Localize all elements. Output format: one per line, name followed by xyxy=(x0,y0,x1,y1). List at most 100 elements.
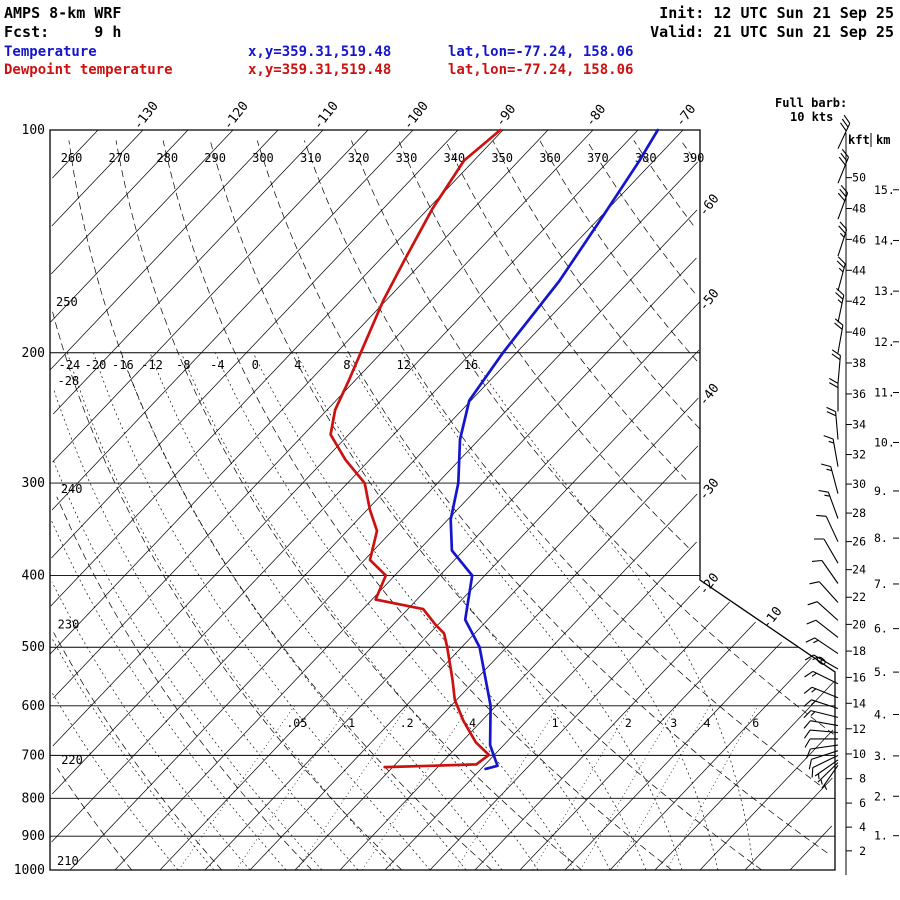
svg-text:300: 300 xyxy=(252,151,274,165)
svg-text:280: 280 xyxy=(156,151,178,165)
svg-text:-4: -4 xyxy=(210,358,224,372)
barb-legend-line2: 10 kts xyxy=(790,110,834,124)
svg-text:600: 600 xyxy=(22,699,45,714)
temperature-xy: x,y=359.31,519.48 xyxy=(248,44,392,60)
svg-text:-120: -120 xyxy=(221,99,252,133)
svg-text:330: 330 xyxy=(396,151,418,165)
svg-text:-24: -24 xyxy=(59,358,81,372)
svg-text:2.: 2. xyxy=(874,789,888,803)
svg-text:900: 900 xyxy=(22,829,45,844)
svg-text:14.: 14. xyxy=(874,233,895,247)
svg-text:34: 34 xyxy=(852,418,866,432)
valid-time: Valid: 21 UTC Sun 21 Sep 25 xyxy=(650,23,894,41)
model-title: AMPS 8-km WRF xyxy=(4,4,122,22)
dewpoint-legend-label: Dewpoint temperature xyxy=(4,62,173,78)
svg-text:2: 2 xyxy=(859,844,866,858)
svg-text:-80: -80 xyxy=(583,102,609,130)
svg-text:0: 0 xyxy=(252,358,259,372)
svg-text:290: 290 xyxy=(204,151,226,165)
svg-text:220: 220 xyxy=(61,753,83,767)
svg-text:-90: -90 xyxy=(493,102,519,130)
svg-text:700: 700 xyxy=(22,748,45,763)
svg-text:230: 230 xyxy=(58,617,80,631)
svg-text:9.: 9. xyxy=(874,484,888,498)
svg-text:500: 500 xyxy=(22,640,45,655)
svg-text:-100: -100 xyxy=(401,99,432,133)
svg-text:.05: .05 xyxy=(286,716,307,730)
svg-text:8: 8 xyxy=(859,772,866,786)
svg-text:48: 48 xyxy=(852,202,866,216)
svg-text:16: 16 xyxy=(852,670,866,684)
svg-text:4.: 4. xyxy=(874,708,888,722)
barb-legend-line1: Full barb: xyxy=(775,96,848,110)
svg-text:22: 22 xyxy=(852,590,866,604)
svg-text:4: 4 xyxy=(294,358,301,372)
svg-text:2: 2 xyxy=(625,716,632,730)
svg-text:42: 42 xyxy=(852,294,866,308)
svg-text:-110: -110 xyxy=(311,99,342,133)
forecast-hour: Fcst: 9 h xyxy=(4,23,122,41)
svg-text:1000: 1000 xyxy=(14,863,45,878)
init-time: Init: 12 UTC Sun 21 Sep 25 xyxy=(659,4,894,22)
svg-text:800: 800 xyxy=(22,791,45,806)
svg-text:15.: 15. xyxy=(874,183,895,197)
svg-text:16: 16 xyxy=(464,358,478,372)
svg-text:360: 360 xyxy=(539,151,561,165)
svg-text:12: 12 xyxy=(852,722,866,736)
svg-text:.1: .1 xyxy=(341,716,355,730)
svg-text:310: 310 xyxy=(300,151,322,165)
svg-text:200: 200 xyxy=(22,346,45,361)
svg-text:6: 6 xyxy=(859,796,866,810)
svg-text:300: 300 xyxy=(22,476,45,491)
svg-text:24: 24 xyxy=(852,563,866,577)
svg-text:100: 100 xyxy=(22,123,45,138)
svg-text:8.: 8. xyxy=(874,531,888,545)
svg-text:1: 1 xyxy=(552,716,559,730)
svg-text:6: 6 xyxy=(752,716,759,730)
svg-text:-20: -20 xyxy=(85,358,107,372)
svg-text:20: 20 xyxy=(852,617,866,631)
svg-text:30: 30 xyxy=(852,477,866,491)
svg-text:km: km xyxy=(876,133,890,147)
svg-text:36: 36 xyxy=(852,387,866,401)
svg-text:-28: -28 xyxy=(58,374,80,388)
svg-text:14: 14 xyxy=(852,696,866,710)
svg-text:390: 390 xyxy=(683,151,705,165)
svg-text:kft: kft xyxy=(848,133,870,147)
svg-text:1.: 1. xyxy=(874,829,888,843)
svg-text:32: 32 xyxy=(852,448,866,462)
svg-text:3.: 3. xyxy=(874,749,888,763)
svg-text:18: 18 xyxy=(852,644,866,658)
svg-text:370: 370 xyxy=(587,151,609,165)
svg-text:28: 28 xyxy=(852,506,866,520)
svg-text:40: 40 xyxy=(852,325,866,339)
svg-text:11.: 11. xyxy=(874,386,895,400)
svg-text:240: 240 xyxy=(61,482,83,496)
svg-text:13.: 13. xyxy=(874,284,895,298)
svg-text:350: 350 xyxy=(491,151,513,165)
svg-text:320: 320 xyxy=(348,151,370,165)
svg-text:8: 8 xyxy=(343,358,350,372)
temperature-latlon: lat,lon=-77.24, 158.06 xyxy=(448,44,634,60)
svg-text:10.: 10. xyxy=(874,435,895,449)
svg-text:5.: 5. xyxy=(874,665,888,679)
svg-text:44: 44 xyxy=(852,263,866,277)
svg-text:3: 3 xyxy=(670,716,677,730)
svg-text:.2: .2 xyxy=(400,716,414,730)
svg-text:340: 340 xyxy=(443,151,465,165)
svg-text:270: 270 xyxy=(109,151,131,165)
svg-text:46: 46 xyxy=(852,232,866,246)
svg-text:26: 26 xyxy=(852,535,866,549)
svg-text:7.: 7. xyxy=(874,577,888,591)
svg-text:-8: -8 xyxy=(176,358,190,372)
svg-text:12: 12 xyxy=(397,358,411,372)
svg-text:6.: 6. xyxy=(874,622,888,636)
svg-text:12.: 12. xyxy=(874,335,895,349)
svg-text:400: 400 xyxy=(22,569,45,584)
svg-text:4: 4 xyxy=(859,820,866,834)
svg-text:38: 38 xyxy=(852,356,866,370)
svg-text:50: 50 xyxy=(852,171,866,185)
dewpoint-xy: x,y=359.31,519.48 xyxy=(248,62,392,78)
svg-text:-16: -16 xyxy=(112,358,134,372)
